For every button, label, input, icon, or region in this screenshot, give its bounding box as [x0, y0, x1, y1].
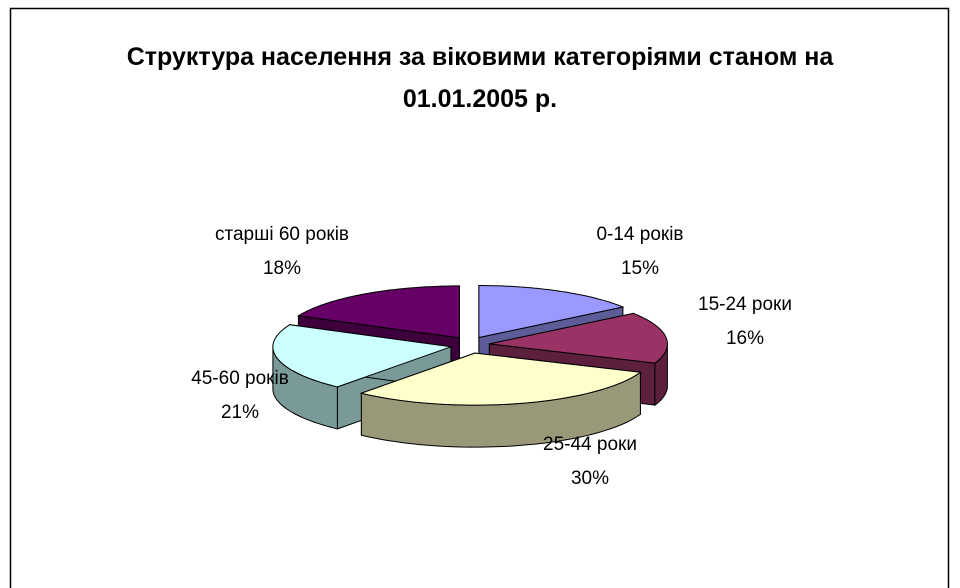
slice-label: старші 60 років	[215, 224, 349, 245]
slice-top	[359, 352, 642, 406]
slice-label: 0-14 років	[596, 224, 683, 245]
slice-top	[296, 285, 460, 339]
slice-value-label: 15%	[621, 258, 659, 279]
slice-top	[489, 312, 668, 364]
slice-label: 25-44 роки	[543, 434, 637, 455]
slice-label: 45-60 років	[191, 368, 289, 389]
slice-label: 15-24 роки	[698, 294, 792, 315]
chart-frame	[9, 7, 950, 588]
slice-value-label: 30%	[571, 468, 609, 489]
slice-value-label: 21%	[221, 402, 259, 423]
slice-top	[272, 324, 452, 388]
chart-title: Структура населення за віковими категорі…	[126, 43, 834, 113]
slice-top	[478, 285, 625, 339]
slice-value-label: 16%	[726, 328, 764, 349]
slice-value-label: 18%	[263, 258, 301, 279]
pie-slice	[359, 352, 642, 448]
